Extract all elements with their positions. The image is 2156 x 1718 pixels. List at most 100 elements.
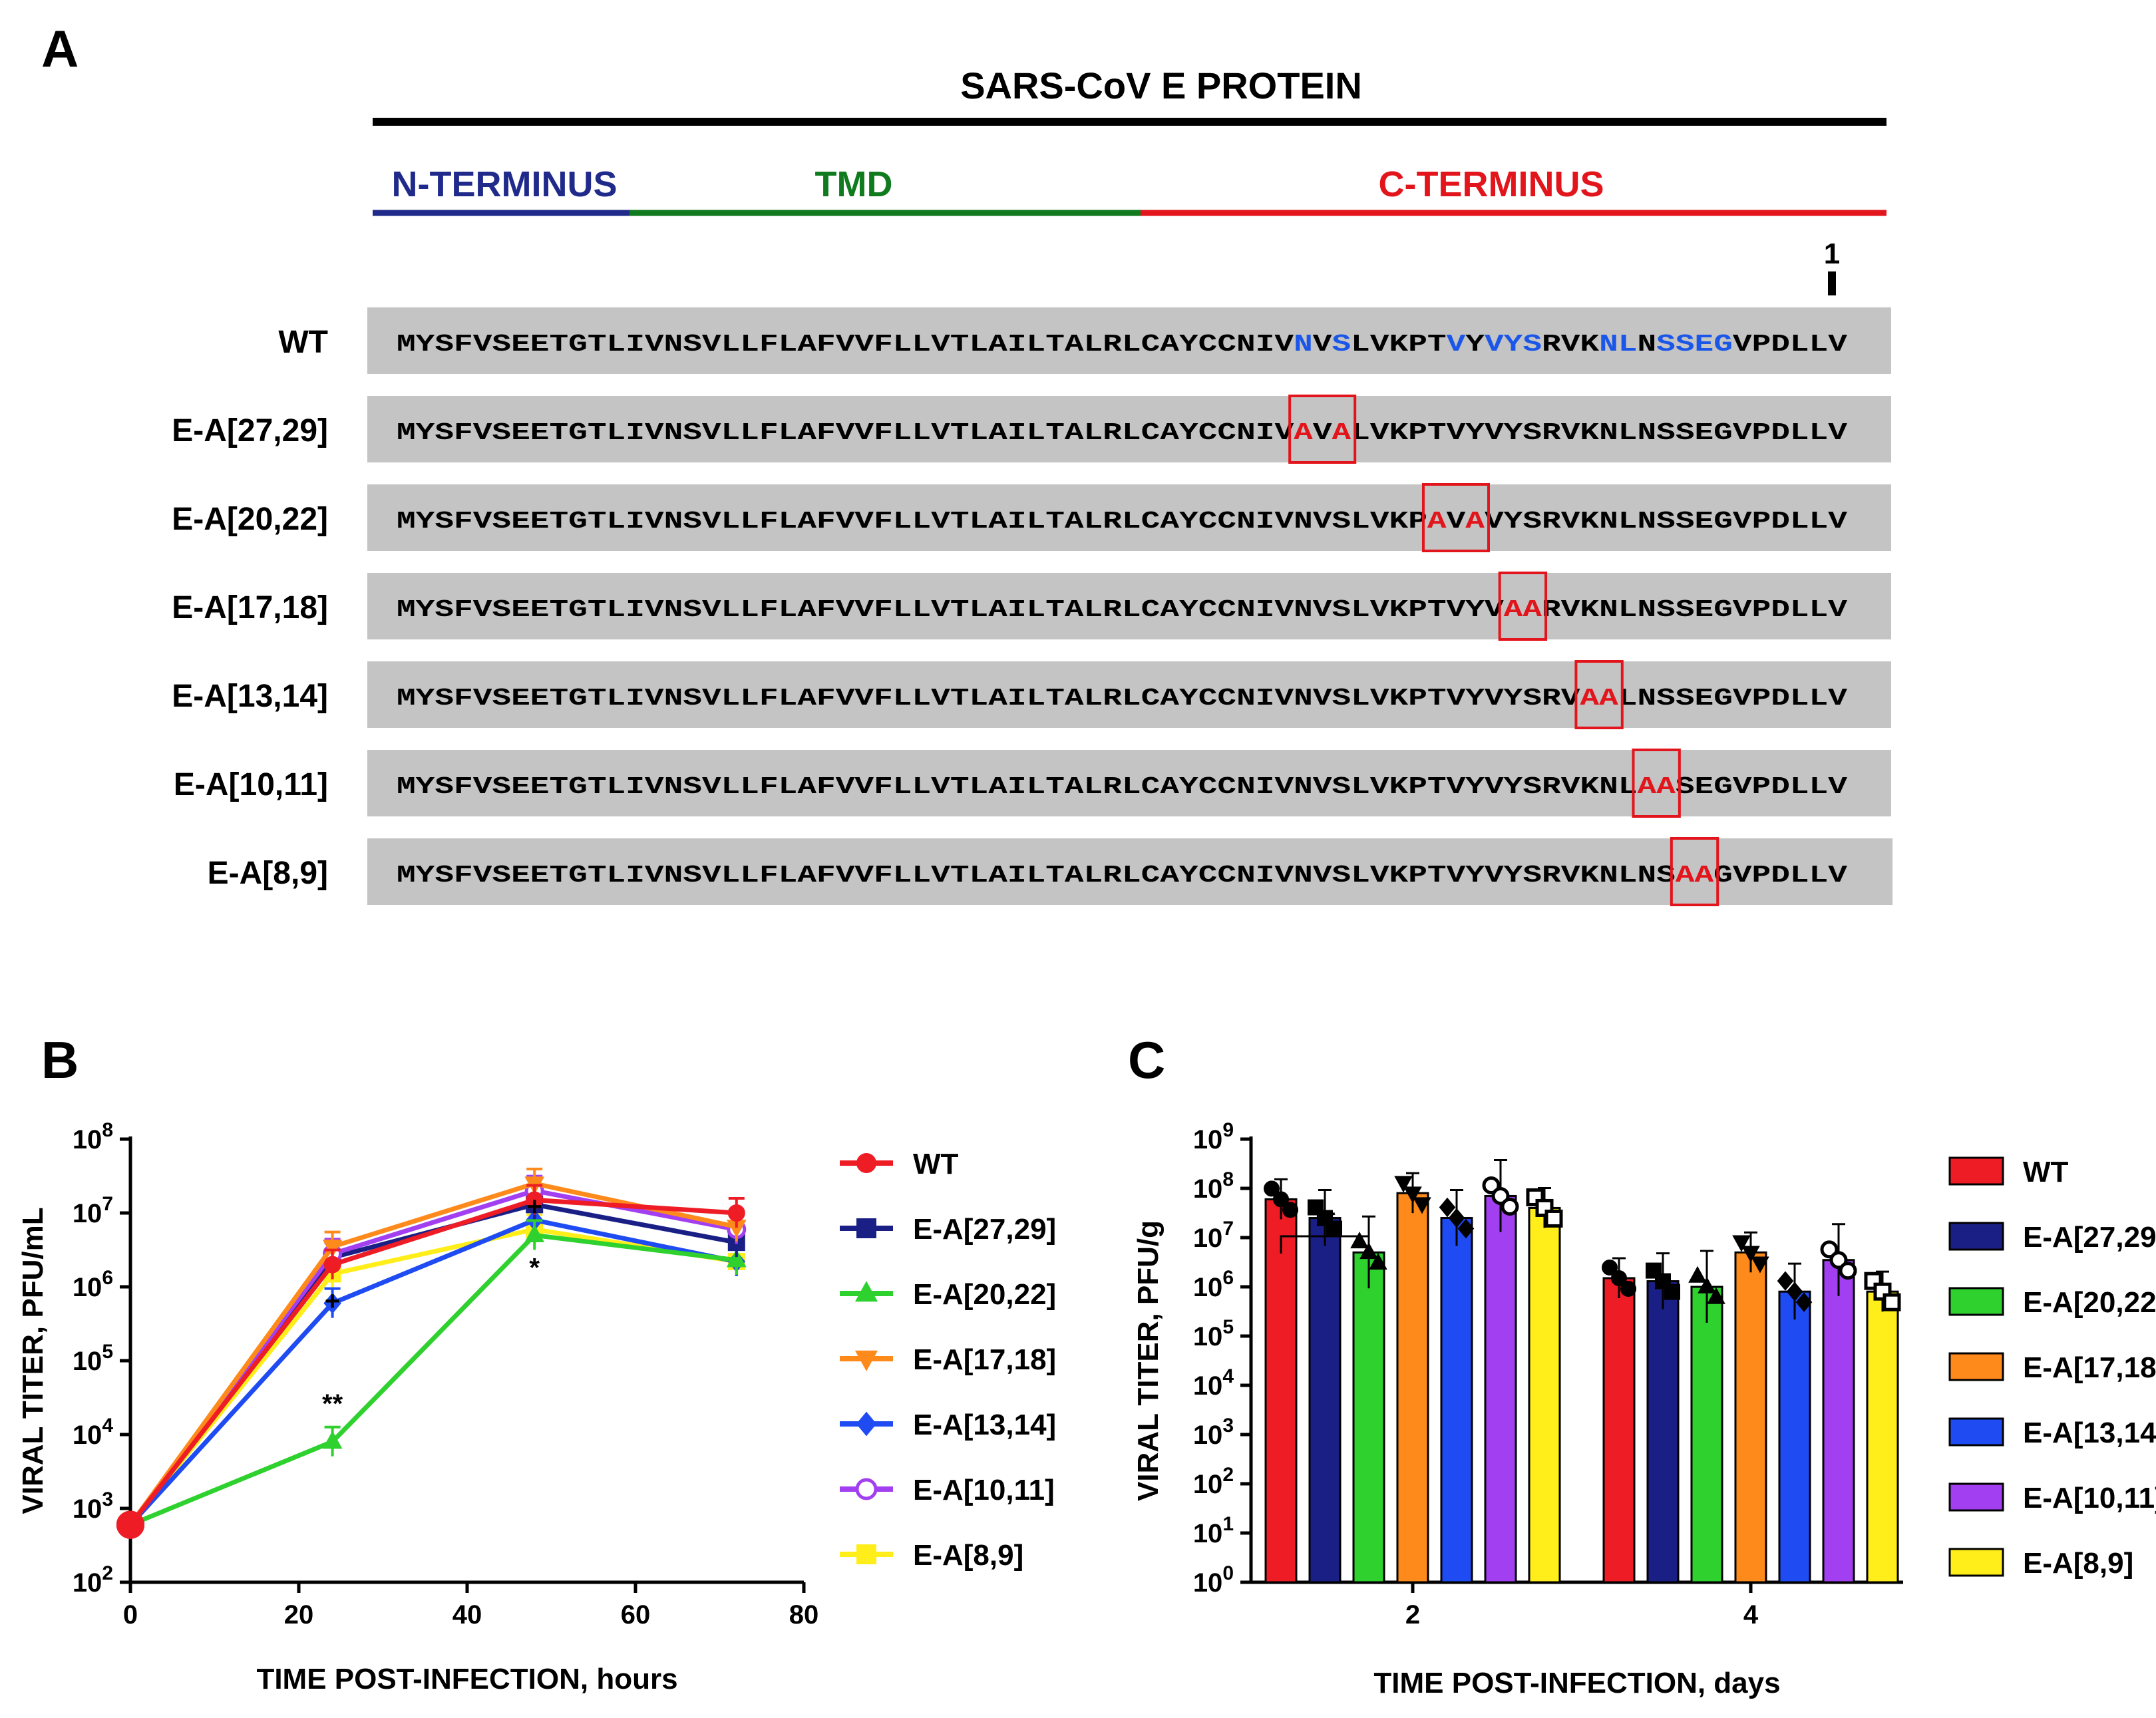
replicate-point xyxy=(1448,1208,1465,1228)
x-tick-label: 60 xyxy=(621,1600,651,1630)
replicate-point xyxy=(1741,1246,1760,1263)
y-axis-label: VIRAL TITER, PFU/mL xyxy=(17,1207,49,1514)
replicate-point xyxy=(1777,1271,1794,1291)
domain-label-n-terminus: N-TERMINUS xyxy=(392,164,618,204)
mutation-box xyxy=(1670,837,1719,906)
legend-marker xyxy=(856,1218,876,1238)
bar xyxy=(1352,1251,1385,1584)
series-e-a-13-14 xyxy=(116,1204,746,1539)
legend-marker xyxy=(856,1544,876,1564)
y-tick-label: 104 xyxy=(73,1415,114,1450)
annotation-1: * xyxy=(529,1253,540,1282)
panel-c: C 100 101 102 103 104 105 106 107 108 109 2 4 ** TIME… xyxy=(1128,1031,2156,1699)
data-point xyxy=(322,1431,343,1449)
legend-swatch xyxy=(1948,1482,2004,1512)
replicate-point xyxy=(1491,1186,1510,1205)
legend-item-e-a-8-9: E-A[8,9] xyxy=(1948,1547,2133,1580)
legend-label: E-A[8,9] xyxy=(913,1539,1023,1572)
legend-item-e-a-27-29: E-A[27,29] xyxy=(840,1213,1056,1246)
replicate-point xyxy=(1664,1284,1680,1300)
replicate-point xyxy=(1457,1218,1475,1239)
series-line xyxy=(129,1232,737,1527)
domain-label-tmd: TMD xyxy=(815,164,893,204)
legend-label: E-A[13,14] xyxy=(2023,1417,2156,1449)
panel-letter-c: C xyxy=(1128,1031,1165,1089)
data-point xyxy=(524,1224,545,1243)
panel-a: A SARS-CoV E PROTEIN N-TERMINUS TMD C-TERM… xyxy=(41,19,1892,906)
legend-swatch xyxy=(1948,1287,2004,1316)
legend-item-wt: WT xyxy=(1948,1156,2069,1188)
legend-label: E-A[20,22] xyxy=(913,1278,1056,1311)
legend-item-e-a-17-18: E-A[17,18] xyxy=(840,1343,1056,1376)
y-tick-label: 102 xyxy=(1193,1464,1234,1499)
legend-swatch xyxy=(1948,1352,2004,1381)
legend-marker xyxy=(856,1153,876,1173)
sequence-row-e-a-20-22: E-A[20,22] MYSFVSEETGTLIVNSVLLFLAFVVFLLVT… xyxy=(172,483,1891,552)
legend-item-e-a-10-11: E-A[10,11] xyxy=(840,1474,1055,1506)
series-line xyxy=(128,1227,737,1526)
mutation-box xyxy=(1632,749,1681,818)
series-line xyxy=(128,1197,737,1526)
sequence-alignment: WT MYSFVSEETGTLIVNSVLLFLAFVVFLLVTLAILTALR… xyxy=(172,307,1892,906)
legend-swatch xyxy=(1948,1222,2004,1251)
legend-label: WT xyxy=(2023,1156,2069,1188)
y-tick-label: 102 xyxy=(73,1562,113,1598)
legend-item-wt: WT xyxy=(840,1148,959,1180)
position-marker-tick xyxy=(1828,271,1836,295)
sequence-row-background xyxy=(367,750,1891,816)
sequence-row-label: E-A[27,29] xyxy=(172,413,328,448)
bar xyxy=(1690,1286,1723,1584)
legend-item-e-a-10-11: E-A[10,11] xyxy=(1948,1482,2156,1514)
y-tick-label: 107 xyxy=(73,1193,113,1228)
replicate-point xyxy=(1688,1266,1707,1283)
y-tick-label: 109 xyxy=(1193,1119,1234,1154)
sequence-row-e-a-27-29: E-A[27,29] MYSFVSEETGTLIVNSVLLFLAFVVFLLVT… xyxy=(172,395,1891,464)
growth-curve-chart: 102 103 104 105 106 107 108 0 20 40 60 80 TIME POST-… xyxy=(17,1119,1056,1695)
legend-label: E-A[27,29] xyxy=(2023,1221,2156,1254)
sequence-text: MYSFVSEETGTLIVNSVLLFLAFVVFLLVTLAILTALRLC… xyxy=(397,331,1848,358)
sequence-text: MYSFVSEETGTLIVNSVLLFLAFVVFLLVTLAILTALRLC… xyxy=(397,596,1848,623)
series-e-a-10-11 xyxy=(1482,1158,1857,1584)
y-axis-label: VIRAL TITER, PFU/g xyxy=(1132,1220,1165,1501)
domain-label-c-terminus: C-TERMINUS xyxy=(1379,164,1604,204)
series-e-a-20-22 xyxy=(1350,1215,1725,1584)
series-e-a-13-14 xyxy=(1439,1189,1813,1584)
replicate-point xyxy=(1611,1270,1627,1286)
panel-letter-b: B xyxy=(41,1031,79,1089)
replicate-point xyxy=(1350,1232,1369,1249)
legend-swatch xyxy=(1948,1156,2004,1186)
replicate-point xyxy=(1698,1276,1716,1293)
replicate-point xyxy=(1707,1287,1725,1304)
sequence-row-label: E-A[17,18] xyxy=(172,590,328,625)
replicate-point xyxy=(1620,1280,1636,1297)
series-e-a-17-18 xyxy=(1394,1172,1769,1584)
sequence-row-background xyxy=(367,396,1891,462)
y-tick-label: 101 xyxy=(1193,1513,1234,1548)
replicate-point xyxy=(1602,1259,1618,1276)
x-tick-label: 2 xyxy=(1405,1600,1420,1630)
sequence-row-e-a-8-9: E-A[8,9] MYSFVSEETGTLIVNSVLLFLAFVVFLLVTLA… xyxy=(208,837,1892,906)
legend-marker xyxy=(855,1478,878,1500)
sequence-row-label: E-A[8,9] xyxy=(208,856,328,891)
annotation-2: + xyxy=(325,1287,340,1316)
bar xyxy=(1264,1198,1298,1584)
data-point xyxy=(726,1249,747,1268)
series-line xyxy=(128,1218,737,1526)
sequence-row-background xyxy=(367,661,1891,728)
legend-label: E-A[20,22] xyxy=(2023,1286,2156,1319)
sequence-row-label: WT xyxy=(278,325,328,360)
legend-item-e-a-20-22: E-A[20,22] xyxy=(840,1278,1056,1311)
replicate-point xyxy=(1732,1235,1751,1252)
replicate-point xyxy=(1820,1240,1839,1259)
replicate-point xyxy=(1795,1292,1813,1312)
replicate-point xyxy=(1394,1176,1413,1193)
sequence-text: MYSFVSEETGTLIVNSVLLFLAFVVFLLVTLAILTALRLC… xyxy=(397,419,1848,446)
sequence-row-e-a-10-11: E-A[10,11] MYSFVSEETGTLIVNSVLLFLAFVVFLLVT… xyxy=(174,749,1891,818)
sequence-text: MYSFVSEETGTLIVNSVLLFLAFVVFLLVTLAILTALRLC… xyxy=(397,685,1848,712)
replicate-point xyxy=(1369,1253,1387,1270)
bar xyxy=(1440,1217,1473,1584)
protein-title: SARS-CoV E PROTEIN xyxy=(960,65,1362,106)
legend-item-e-a-20-22: E-A[20,22] xyxy=(1948,1286,2156,1319)
legend-item-e-a-27-29: E-A[27,29] xyxy=(1948,1221,2156,1254)
x-axis-label: TIME POST-INFECTION, days xyxy=(1373,1667,1780,1699)
